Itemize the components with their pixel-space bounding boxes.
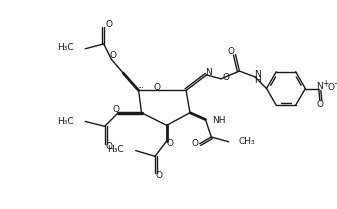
Text: O: O — [191, 139, 198, 148]
Text: O: O — [166, 139, 173, 148]
Text: O: O — [110, 51, 117, 60]
Text: N: N — [254, 70, 261, 79]
Text: O: O — [155, 171, 162, 180]
Text: H₃C: H₃C — [108, 145, 124, 154]
Text: +: + — [323, 79, 329, 88]
Text: N: N — [205, 69, 212, 78]
Text: H₃C: H₃C — [57, 43, 74, 52]
Text: H: H — [254, 76, 261, 85]
Text: O: O — [316, 99, 324, 108]
Text: −: − — [333, 79, 337, 88]
Text: O: O — [222, 73, 229, 82]
Text: O: O — [227, 47, 234, 56]
Text: O: O — [327, 83, 334, 92]
Text: ···: ··· — [137, 85, 144, 92]
Text: CH₃: CH₃ — [239, 137, 255, 146]
Text: N: N — [316, 82, 323, 91]
Text: O: O — [105, 142, 112, 151]
Text: O: O — [113, 105, 120, 114]
Text: NH: NH — [212, 116, 226, 125]
Text: O: O — [154, 83, 160, 92]
Text: O: O — [105, 20, 112, 29]
Text: H₃C: H₃C — [57, 117, 74, 126]
